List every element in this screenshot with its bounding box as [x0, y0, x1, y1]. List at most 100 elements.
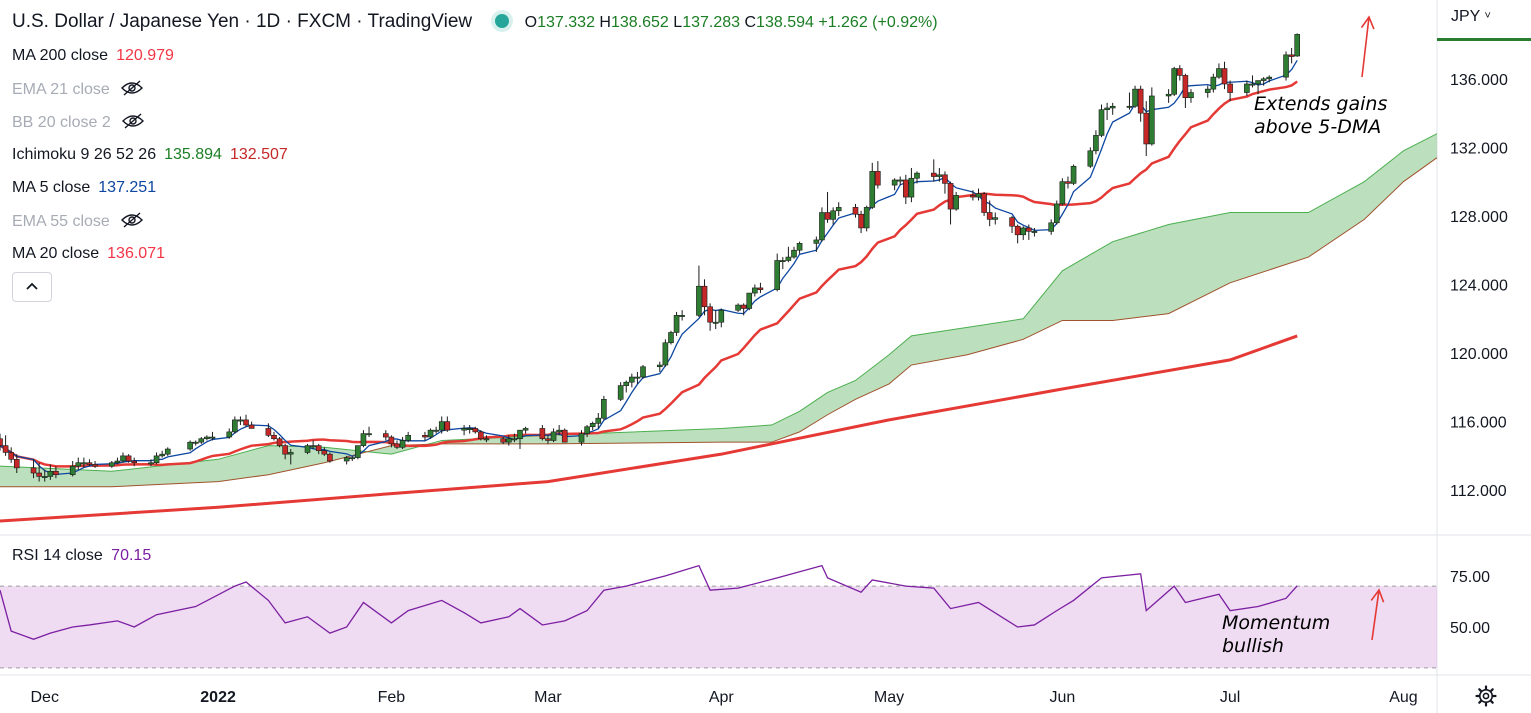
candle-body [287, 452, 294, 455]
candle-body [975, 193, 982, 198]
candle-down [707, 303, 713, 331]
candle-body [422, 435, 428, 438]
rsi-value: 70.15 [111, 547, 152, 564]
candle-down [472, 426, 479, 434]
candle-up [41, 469, 48, 482]
candle-body [1283, 54, 1289, 78]
gear-icon [1475, 685, 1497, 707]
price-tick-label: 124.000 [1450, 277, 1508, 294]
candle-up [1171, 66, 1178, 96]
candle-up [595, 413, 602, 429]
candle-body [1221, 68, 1228, 85]
candle-body [30, 467, 37, 474]
candle-down [422, 431, 428, 441]
close-value: 138.594 [756, 14, 814, 31]
candle-body [522, 428, 529, 431]
time-tick-label: Apr [709, 689, 735, 706]
candle-body [394, 443, 400, 448]
candle-body [673, 315, 680, 333]
candle-down [243, 414, 249, 427]
currency-selector[interactable]: JPY ˅ [1451, 8, 1491, 26]
candle-up [718, 308, 725, 328]
candle-body [1260, 78, 1267, 81]
candle-down [970, 190, 976, 201]
candle-body [433, 429, 439, 432]
indicator-label: Ichimoku 9 26 52 26 [12, 146, 157, 163]
indicator-legend-item[interactable]: MA 20 close 136.071 [12, 244, 165, 264]
candle-up [1048, 219, 1054, 235]
candle-body [187, 441, 193, 450]
candle-body [506, 438, 512, 443]
time-tick-label: Jul [1220, 689, 1240, 706]
indicator-legend-item[interactable]: Ichimoku 9 26 52 26 135.894 132.507 [12, 145, 288, 165]
eye-crossed-icon[interactable] [120, 79, 144, 103]
annotation-main-line1: Extends gains [1254, 93, 1387, 115]
collapse-legend-button[interactable] [12, 272, 52, 302]
annotation-rsi-line1: Momentum [1222, 612, 1330, 634]
candle-up [1260, 77, 1267, 86]
candle-up [399, 437, 406, 450]
candle-body [740, 304, 747, 309]
candle-down [1182, 73, 1189, 108]
candle-body [114, 460, 121, 464]
candle-up [556, 425, 562, 436]
candle-up [1132, 85, 1138, 108]
candle-down [539, 425, 546, 441]
candle-up [1087, 147, 1094, 168]
candle-up [752, 284, 758, 297]
ma5-line [0, 60, 1298, 476]
indicator-legend-item[interactable]: BB 20 close 2 [12, 112, 145, 132]
candle-up [908, 167, 915, 203]
ma200-line [0, 334, 1298, 523]
candle-down [561, 428, 568, 443]
candle-body [668, 332, 674, 344]
candle-down [852, 203, 859, 218]
candle-body [360, 433, 367, 446]
candle-body [2, 445, 9, 453]
indicator-legend-item[interactable]: EMA 55 close [12, 211, 144, 231]
candle-down [757, 282, 764, 294]
symbol-name[interactable]: U.S. Dollar / Japanese Yen [12, 11, 240, 32]
candle-body [388, 436, 395, 445]
candle-body [981, 193, 987, 213]
candle-down [1137, 85, 1144, 122]
candle-body [226, 431, 233, 438]
candle-body [640, 366, 646, 378]
indicator-legend-item[interactable]: EMA 21 close [12, 79, 144, 99]
arrow-shaft [1371, 589, 1380, 641]
candle-up [668, 330, 674, 345]
interval[interactable]: 1D [255, 11, 281, 32]
candle-body [634, 376, 641, 379]
candle-up [209, 431, 216, 441]
eye-crossed-icon[interactable] [120, 211, 144, 235]
settings-button[interactable] [1474, 684, 1498, 713]
candle-body [1126, 105, 1133, 108]
candle-up [232, 416, 238, 434]
separator: · [356, 11, 363, 32]
candle-up [1053, 200, 1060, 225]
candle-body [282, 445, 288, 455]
candle-body [109, 462, 115, 467]
candle-body [914, 172, 920, 179]
candle-body [629, 376, 635, 383]
indicator-legend-item[interactable]: MA 200 close 120.979 [12, 46, 174, 66]
candle-body [656, 364, 663, 368]
close-label: C [744, 14, 757, 31]
candle-down [1143, 101, 1150, 156]
eye-crossed-icon[interactable] [121, 112, 145, 136]
indicator-legend-item[interactable]: MA 5 close 137.251 [12, 178, 156, 198]
open-label: O [524, 14, 538, 31]
candle-body [125, 455, 132, 462]
candle-body [427, 429, 434, 438]
candle-body [623, 381, 630, 386]
candle-down [1288, 47, 1295, 64]
candle-up [830, 207, 836, 225]
candle-down [875, 161, 881, 189]
candle-up [914, 171, 920, 184]
candle-up [47, 464, 54, 480]
separator: · [285, 11, 292, 32]
candle-up [1244, 80, 1250, 96]
candle-up [1104, 102, 1110, 120]
annotation-main-line2: above 5-DMA [1254, 116, 1381, 138]
